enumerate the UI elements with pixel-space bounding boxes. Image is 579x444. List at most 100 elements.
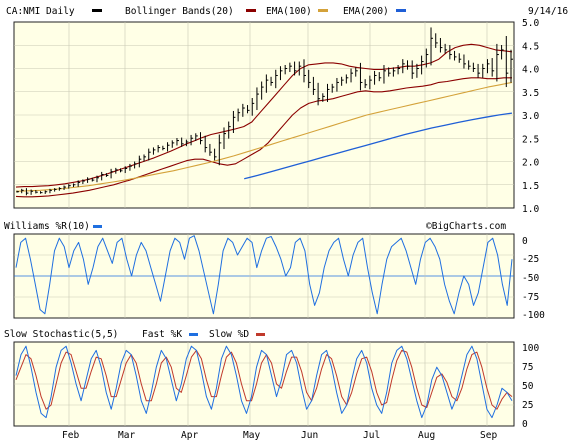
price-bar [101, 171, 104, 181]
price-bar [167, 142, 170, 152]
price-bar [345, 74, 349, 84]
price-bar [148, 148, 151, 161]
price-y-ticks: 5.0 4.5 4.0 3.5 3.0 2.5 2.0 1.5 1.0 [522, 18, 539, 215]
month-label: Jun [301, 430, 318, 441]
price-bar [25, 188, 29, 196]
price-bar [218, 134, 222, 166]
price-bar [270, 76, 274, 86]
month-label: Sep [480, 430, 497, 441]
stochastic-series-layer [15, 345, 513, 419]
price-bar [120, 168, 123, 173]
price-bar [68, 184, 71, 189]
price-y-tick: 1.5 [522, 181, 539, 192]
price-bar [435, 33, 438, 48]
price-bar [44, 190, 48, 194]
williams-series-layer [15, 235, 513, 315]
price-bar [468, 60, 471, 70]
price-bar [162, 145, 165, 151]
month-label: Jul [363, 430, 380, 441]
price-bar [284, 65, 288, 75]
price-bar [232, 110, 236, 133]
stochastic-grid [14, 342, 514, 426]
williams-y-ticks: 0 -25 -50 -75 -100 [522, 236, 545, 321]
price-bar [209, 143, 212, 156]
price-y-tick: 3.0 [522, 111, 539, 122]
price-bar [425, 48, 429, 68]
price-y-tick: 3.5 [522, 88, 539, 99]
price-bar [58, 187, 62, 191]
bollinger-label: Bollinger Bands(20) [125, 6, 234, 17]
price-bar [115, 167, 118, 174]
williams-tick-100: -100 [522, 310, 545, 321]
price-bar [416, 63, 419, 78]
price-bar [374, 70, 377, 85]
price-bar [134, 161, 137, 169]
price-bar [312, 76, 316, 95]
price-bar [406, 60, 410, 70]
ema200-label: EMA(200) [343, 6, 389, 17]
stochastic-y-ticks: 100 75 50 25 0 [522, 343, 539, 430]
price-bar [397, 65, 401, 75]
price-bar [378, 72, 382, 82]
symbol-label: CA:NMI Daily [6, 6, 75, 17]
price-bar [247, 105, 250, 114]
price-bar [279, 66, 283, 81]
price-bar [336, 77, 339, 92]
price-series-layer [15, 27, 513, 198]
price-bar [369, 75, 372, 90]
price-bar [171, 140, 175, 148]
source-label: ©BigCharts.com [426, 221, 506, 232]
price-bar [143, 154, 147, 162]
price-bar [185, 139, 189, 147]
price-y-tick: 4.0 [522, 65, 539, 76]
slow-d-legend-swatch [256, 333, 265, 336]
price-bar [472, 62, 476, 72]
ema100-label: EMA(100) [266, 6, 312, 17]
williams-legend-swatch [93, 225, 102, 228]
price-bar [204, 135, 208, 153]
price-bar [388, 67, 391, 77]
price-bar [54, 188, 57, 192]
price-bar [77, 180, 81, 187]
bollinger-legend-swatch [246, 9, 256, 12]
price-bar [242, 103, 245, 117]
month-label: Apr [181, 430, 198, 441]
price-bar [82, 179, 85, 185]
ema200-legend-swatch [396, 9, 406, 12]
price-bar [341, 76, 344, 86]
price-bar [195, 133, 198, 141]
month-label: Feb [62, 430, 79, 441]
price-bar [190, 134, 194, 146]
price-bar [237, 108, 241, 122]
stoch-tick-25: 25 [522, 400, 533, 411]
price-bar [157, 145, 161, 153]
price-bar [49, 188, 52, 194]
slow-d-label: Slow %D [209, 329, 249, 340]
stoch-tick-75: 75 [522, 362, 533, 373]
price-bar [35, 190, 38, 194]
price-bar [152, 147, 156, 155]
price-legend-swatch [92, 9, 102, 12]
price-bar [308, 69, 311, 89]
price-bar [256, 87, 259, 111]
stoch-tick-100: 100 [522, 343, 539, 354]
bollinger-upper-line [15, 43, 513, 188]
price-y-tick: 5.0 [522, 18, 539, 29]
price-bar [289, 62, 292, 73]
price-bar [322, 93, 325, 102]
price-bar [265, 74, 269, 93]
header-legend: CA:NMI Daily Bollinger Bands(20) EMA(100… [6, 6, 568, 17]
price-y-tick: 4.5 [522, 41, 539, 52]
ema100-line [15, 81, 513, 192]
price-bar [501, 45, 504, 60]
price-bar [359, 62, 363, 91]
price-bar [110, 168, 114, 179]
price-bar [138, 155, 142, 168]
price-bar [30, 189, 34, 195]
price-bar [463, 54, 466, 69]
price-bar [430, 27, 434, 66]
stochastic-label: Slow Stochastic(5,5) [4, 329, 118, 340]
month-label: Mar [118, 430, 135, 441]
price-bar [350, 68, 354, 83]
